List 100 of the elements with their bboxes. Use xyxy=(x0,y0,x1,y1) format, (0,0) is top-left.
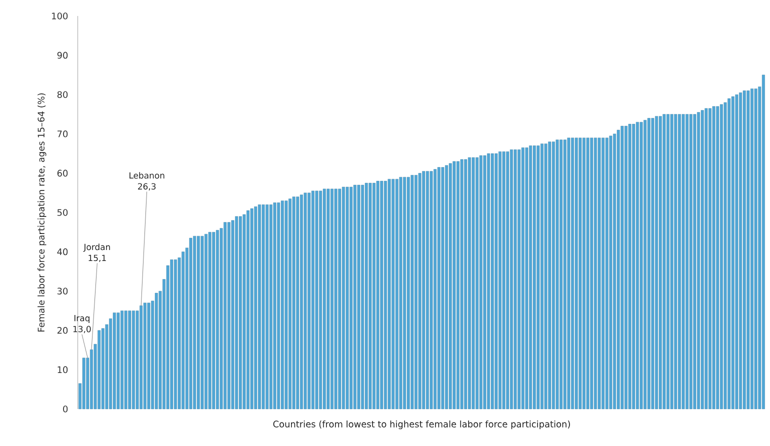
y-tick-label: 70 xyxy=(58,130,68,138)
bar xyxy=(518,150,521,410)
bar xyxy=(662,114,666,410)
bar xyxy=(712,106,716,410)
y-tick-label: 50 xyxy=(57,209,68,216)
bar xyxy=(594,138,597,410)
bar xyxy=(368,182,372,410)
bar xyxy=(651,118,654,410)
bar xyxy=(388,178,391,410)
bar xyxy=(292,196,296,410)
data-label: 15,1 xyxy=(88,254,106,262)
bar xyxy=(308,192,311,410)
bar xyxy=(724,102,727,410)
bar xyxy=(258,204,261,410)
bar xyxy=(98,330,101,410)
y-tick-label: 60 xyxy=(57,170,68,177)
bar xyxy=(319,190,322,410)
bar xyxy=(620,126,624,410)
bar xyxy=(116,312,120,410)
bar xyxy=(82,358,86,410)
bar xyxy=(452,161,456,410)
bar xyxy=(678,114,681,410)
data-label: 13,0 xyxy=(73,326,91,334)
y-tick-label: 20 xyxy=(57,326,68,334)
y-tick-label: 0 xyxy=(63,406,68,412)
bar xyxy=(746,90,750,410)
bar xyxy=(399,177,402,410)
bar xyxy=(426,171,429,410)
bar xyxy=(357,184,360,410)
bar xyxy=(510,150,513,410)
bar xyxy=(666,114,670,410)
bar xyxy=(674,114,678,410)
bar xyxy=(700,110,704,410)
bar xyxy=(716,106,720,410)
bar xyxy=(460,159,464,410)
bar xyxy=(208,232,212,410)
bar xyxy=(300,194,303,410)
bar xyxy=(120,310,124,410)
bar xyxy=(437,167,440,410)
bar xyxy=(196,236,200,410)
bar xyxy=(346,186,349,410)
bar xyxy=(227,222,230,410)
bar xyxy=(506,151,510,410)
annotation: Iraq xyxy=(74,315,90,323)
bar xyxy=(490,153,494,410)
bar xyxy=(640,122,643,410)
bar xyxy=(128,310,132,410)
bar xyxy=(304,192,307,410)
bar xyxy=(742,90,746,410)
bar xyxy=(613,134,616,410)
bar xyxy=(376,180,380,410)
bar xyxy=(494,153,498,410)
bar xyxy=(250,208,254,410)
bar xyxy=(350,186,353,410)
y-tick-label: 30 xyxy=(57,288,68,294)
bar xyxy=(682,114,685,410)
bar xyxy=(514,150,517,410)
bar xyxy=(434,169,437,410)
bar xyxy=(311,190,314,410)
bar xyxy=(636,122,639,410)
bar xyxy=(189,238,192,410)
bar xyxy=(552,142,555,410)
bar xyxy=(728,98,731,410)
bar xyxy=(658,116,662,410)
bar xyxy=(430,171,433,410)
bar xyxy=(540,144,544,410)
bar xyxy=(296,196,300,410)
bar xyxy=(384,180,387,410)
bar xyxy=(322,188,326,410)
bar xyxy=(224,222,227,410)
bar xyxy=(246,210,250,410)
bar xyxy=(567,138,570,410)
bar xyxy=(353,184,356,410)
bar xyxy=(212,232,216,410)
bar xyxy=(124,310,128,410)
bar xyxy=(330,188,334,410)
bar xyxy=(361,184,364,410)
bar xyxy=(132,310,135,410)
bar xyxy=(315,190,318,410)
bar xyxy=(266,204,269,410)
bar xyxy=(563,140,566,410)
x-axis-title: Countries (from lowest to highest female labor force participation) xyxy=(273,420,570,430)
bar xyxy=(693,114,696,410)
bar xyxy=(571,138,574,410)
bar xyxy=(235,216,238,410)
bar xyxy=(529,146,532,410)
bar xyxy=(464,159,468,410)
bar xyxy=(406,177,410,410)
bar xyxy=(422,171,426,410)
bar xyxy=(182,252,185,410)
bar xyxy=(632,124,636,410)
bar xyxy=(372,182,376,410)
bar xyxy=(586,138,590,410)
bar xyxy=(101,328,104,410)
bar xyxy=(582,138,586,410)
bar xyxy=(174,260,177,410)
bar xyxy=(154,292,158,410)
bar xyxy=(273,202,276,410)
bar xyxy=(487,153,490,410)
bar xyxy=(143,302,146,410)
